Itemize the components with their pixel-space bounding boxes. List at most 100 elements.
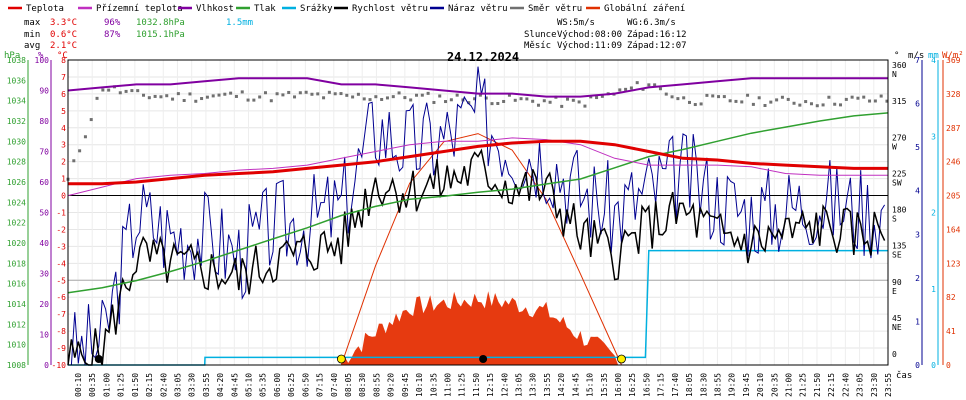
x-tick-label: 20:35: [770, 373, 779, 397]
stats-min-temp: 0.6°C: [50, 30, 77, 40]
axis-tick-hpa: 1028: [7, 158, 26, 167]
x-tick-label: 18:05: [685, 373, 694, 397]
wind-direction-point: [240, 90, 244, 94]
x-tick-label: 23:05: [856, 373, 865, 397]
legend-label: Náraz větru: [448, 4, 508, 14]
wind-direction-point: [304, 90, 308, 94]
series-radiation-theoretical: [340, 133, 622, 366]
series-wind-speed: [67, 148, 886, 366]
x-tick-label: 15:10: [586, 373, 595, 397]
axis-tick-hpa: 1036: [7, 76, 26, 85]
wind-direction-point: [600, 94, 604, 98]
wind-direction-point: [705, 93, 709, 97]
wind-direction-point: [734, 99, 738, 103]
x-tick-label: 14:20: [557, 373, 566, 397]
wind-direction-point: [699, 102, 703, 106]
wind-direction-point: [571, 98, 575, 102]
series-radiation: [341, 291, 622, 365]
axis-tick-celsius: -7: [56, 310, 66, 319]
wind-direction-point: [420, 93, 424, 97]
wind-direction-point: [438, 94, 442, 98]
x-tick-label: 07:15: [316, 373, 325, 397]
axis-tick-rain: 0: [931, 361, 936, 370]
x-tick-label: 21:00: [785, 373, 794, 397]
legend-label: Tlak: [254, 4, 276, 14]
x-tick-label: 11:50: [472, 373, 481, 397]
axis-tick-cardinal: NE: [892, 323, 902, 332]
wind-direction-point: [542, 99, 546, 103]
wind-direction-point: [246, 98, 250, 102]
wind-direction-point: [693, 103, 697, 107]
x-tick-label: 12:15: [486, 373, 495, 397]
wind-direction-point: [566, 97, 570, 101]
wind-direction-point: [531, 99, 535, 103]
wind-direction-point: [798, 103, 802, 107]
axis-tick-percent: 20: [39, 300, 49, 309]
x-tick-label: 08:55: [372, 373, 381, 397]
stats-ws: WS:5m/s: [557, 18, 595, 28]
axis-tick-hpa: 1032: [7, 117, 26, 126]
wind-direction-point: [281, 93, 285, 97]
wind-direction-point: [444, 100, 448, 104]
wind-direction-point: [385, 96, 389, 100]
wind-direction-point: [72, 159, 76, 163]
axis-tick-rain: 4: [931, 56, 936, 65]
x-tick-label: 17:15: [657, 373, 666, 397]
legend-label: Rychlost větru: [352, 4, 428, 14]
axis-tick-celsius: -6: [56, 293, 66, 302]
axis-tick-hpa: 1030: [7, 137, 26, 146]
axis-tick-celsius: 8: [61, 56, 66, 65]
x-tick-label: 05:35: [259, 373, 268, 397]
x-tick-label: 09:20: [387, 373, 396, 397]
axis-tick-wind: 3: [915, 230, 920, 239]
axis-tick-direction: 0: [892, 350, 897, 359]
wind-direction-point: [415, 93, 418, 97]
wind-direction-point: [205, 95, 209, 99]
x-tick-label: 06:00: [273, 373, 282, 397]
axis-tick-direction: 270: [892, 133, 907, 142]
x-tick-label: 02:15: [145, 373, 154, 397]
stats-max-hum: 96%: [104, 18, 121, 28]
axis-tick-percent: 70: [39, 148, 49, 157]
axis-tick-hpa: 1016: [7, 280, 26, 289]
x-tick-label: 15:35: [600, 373, 609, 397]
x-tick-label: 10:35: [429, 373, 438, 397]
x-tick-label: 13:30: [529, 373, 538, 397]
wind-direction-point: [595, 96, 599, 100]
wind-direction-point: [763, 103, 767, 107]
wind-direction-point: [380, 97, 384, 101]
axis-tick-celsius: 2: [61, 158, 66, 167]
wind-direction-point: [513, 98, 517, 102]
axis-tick-percent: 60: [39, 178, 49, 187]
axis-tick-wind: 1: [915, 317, 920, 326]
wind-direction-point: [583, 104, 587, 108]
axis-tick-celsius: 6: [61, 90, 66, 99]
axis-tick-direction: 225: [892, 169, 907, 178]
wind-direction-point: [89, 118, 93, 122]
x-tick-label: 16:00: [614, 373, 623, 397]
stats-max-press: 1032.8hPa: [136, 18, 185, 28]
stats-moon-label: Měsíc: [524, 41, 551, 51]
x-tick-label: 03:05: [173, 373, 182, 397]
wind-direction-point: [426, 91, 430, 95]
axis-tick-direction: 315: [892, 97, 907, 106]
axis-tick-celsius: 4: [61, 124, 66, 133]
wind-direction-point: [130, 89, 134, 93]
x-tick-label: 12:40: [500, 373, 509, 397]
x-axis-label: čas: [896, 370, 912, 381]
wind-direction-point: [322, 96, 326, 100]
axis-tick-celsius: 0: [61, 192, 66, 201]
wind-direction-point: [374, 95, 378, 99]
x-tick-label: 23:30: [870, 373, 879, 397]
x-tick-label: 01:00: [102, 373, 111, 397]
axis-tick-wind: 6: [915, 100, 920, 109]
series-pressure: [67, 112, 889, 294]
x-tick-label: 06:50: [301, 373, 310, 397]
axis-tick-celsius: -4: [56, 259, 66, 268]
wind-direction-point: [153, 94, 157, 98]
wind-direction-point: [345, 93, 349, 97]
series-humidity: [67, 77, 888, 98]
wind-direction-point: [182, 98, 186, 102]
axis-tick-cardinal: S: [892, 215, 897, 224]
axis-tick-rain: 3: [931, 132, 936, 141]
